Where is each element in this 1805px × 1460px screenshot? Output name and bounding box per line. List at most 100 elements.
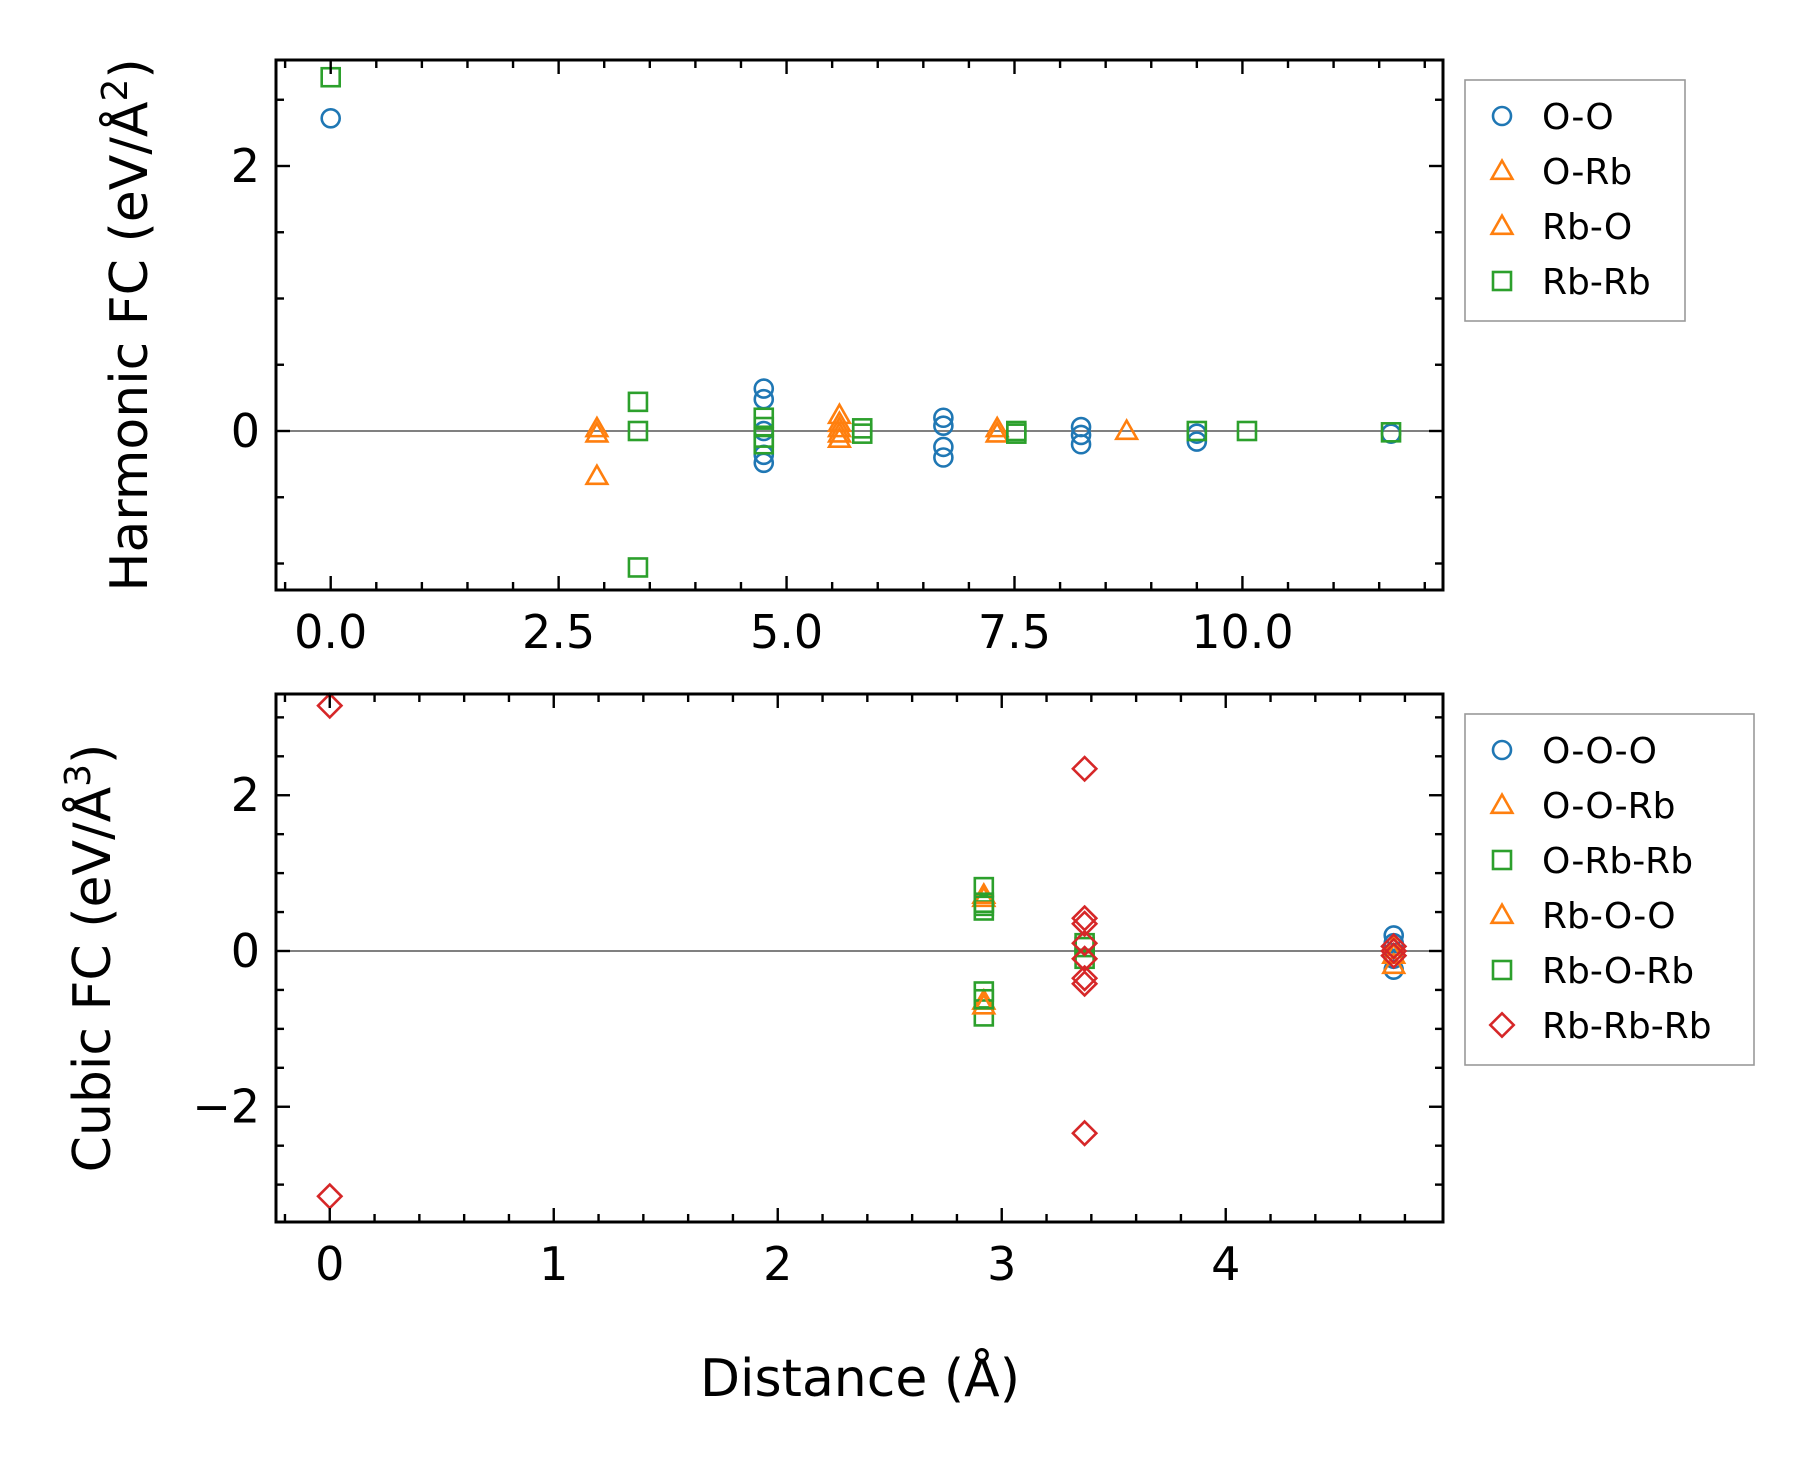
legend-marker bbox=[1491, 849, 1513, 871]
series-o-rb bbox=[584, 402, 1140, 449]
y-tick-label: 0 bbox=[231, 924, 260, 978]
y-tick-label: −2 bbox=[192, 1080, 260, 1134]
data-point bbox=[826, 415, 853, 438]
x-tick-label: 3 bbox=[987, 1237, 1016, 1291]
data-point bbox=[753, 388, 775, 410]
y-tick-label: 2 bbox=[231, 768, 260, 822]
y-axis-title-superscript: 3 bbox=[58, 764, 99, 787]
x-tick-label: 2 bbox=[763, 1237, 792, 1291]
data-point bbox=[973, 988, 995, 1010]
data-point bbox=[1006, 423, 1027, 444]
data-point bbox=[1070, 433, 1092, 455]
data-point bbox=[316, 692, 344, 720]
legend-marker bbox=[1491, 959, 1513, 981]
series-rb-o bbox=[584, 415, 1010, 486]
legend-box bbox=[1464, 713, 1755, 1066]
data-point bbox=[851, 418, 873, 439]
plot-frame bbox=[274, 692, 1445, 1224]
legend-label: O-O-O bbox=[1542, 731, 1657, 772]
x-tick-label: 1 bbox=[539, 1237, 568, 1291]
data-point bbox=[1071, 929, 1099, 957]
legend-marker bbox=[1489, 902, 1515, 925]
data-point bbox=[1071, 970, 1099, 998]
x-tick-label: 0 bbox=[315, 1237, 344, 1291]
data-point bbox=[627, 391, 649, 413]
legend-label: Rb-O-O bbox=[1542, 896, 1676, 937]
legend-marker bbox=[1491, 739, 1513, 761]
data-point bbox=[1236, 420, 1258, 442]
data-point bbox=[1071, 1119, 1099, 1147]
data-point bbox=[984, 415, 1010, 438]
data-point bbox=[1380, 942, 1408, 970]
data-point bbox=[627, 420, 649, 442]
data-point bbox=[753, 378, 775, 399]
y-axis-title-main: Cubic FC (eV/Å bbox=[61, 786, 123, 1172]
data-point bbox=[933, 415, 954, 437]
legend-box bbox=[1464, 79, 1686, 322]
data-point bbox=[584, 415, 610, 438]
data-point bbox=[1071, 755, 1099, 783]
series-rb-rb bbox=[320, 66, 1402, 578]
data-point bbox=[1380, 932, 1408, 960]
legend-marker bbox=[1489, 213, 1515, 236]
data-point bbox=[584, 420, 610, 443]
legend-label: Rb-O bbox=[1542, 207, 1632, 248]
x-tick-label: 2.5 bbox=[522, 605, 595, 659]
y-axis-title: Cubic FC (eV/Å3) bbox=[58, 744, 123, 1173]
data-point bbox=[1380, 422, 1402, 443]
legend: O-O O-Rb Rb-O Rb-Rb bbox=[1464, 79, 1686, 322]
legend-label: Rb-O-Rb bbox=[1542, 951, 1694, 992]
legend-label: O-Rb-Rb bbox=[1542, 841, 1693, 882]
legend-label: O-Rb bbox=[1542, 152, 1632, 193]
y-axis-title-superscript: 2 bbox=[95, 79, 136, 102]
series-o-o bbox=[320, 108, 1402, 474]
data-point bbox=[971, 992, 997, 1015]
plot-frame bbox=[274, 58, 1445, 592]
data-point bbox=[1380, 423, 1402, 444]
series-o-o-rb bbox=[971, 885, 1407, 1010]
x-tick-label: 10.0 bbox=[1191, 605, 1293, 659]
data-point bbox=[753, 433, 775, 455]
legend-marker bbox=[1491, 105, 1513, 127]
data-point bbox=[1186, 420, 1208, 442]
x-axis-title: Distance (Å) bbox=[700, 1347, 1020, 1409]
legend-label: Rb-Rb bbox=[1542, 262, 1651, 303]
data-point bbox=[984, 420, 1010, 443]
legend-marker bbox=[1489, 158, 1515, 181]
series-rb-rb-rb bbox=[316, 692, 1408, 1210]
data-point bbox=[973, 1006, 995, 1027]
x-tick-label: 0.0 bbox=[294, 605, 367, 659]
series-rb-o-o bbox=[971, 881, 1407, 1015]
data-point bbox=[933, 407, 954, 429]
y-axis-title-end: ) bbox=[100, 58, 160, 78]
data-point bbox=[584, 463, 610, 486]
x-tick-label: 4 bbox=[1211, 1237, 1240, 1291]
legend-label: Rb-Rb-Rb bbox=[1542, 1006, 1712, 1047]
data-point bbox=[826, 420, 853, 443]
legend: O-O-O O-O-Rb O-Rb-Rb Rb-O-O Rb-O-Rb Rb-Rb-Rb bbox=[1464, 713, 1755, 1066]
data-point bbox=[933, 436, 954, 458]
data-point bbox=[1071, 964, 1099, 992]
y-tick-label: 2 bbox=[231, 139, 260, 193]
legend-label: O-O-Rb bbox=[1542, 786, 1676, 827]
legend-marker bbox=[1491, 270, 1513, 292]
y-axis-title-main: Harmonic FC (eV/Å bbox=[98, 101, 160, 592]
data-point bbox=[316, 1182, 344, 1210]
x-tick-label: 7.5 bbox=[978, 605, 1051, 659]
legend-marker bbox=[1489, 792, 1515, 815]
legend-marker bbox=[1488, 1011, 1516, 1039]
data-point bbox=[1186, 431, 1208, 452]
y-tick-label: 0 bbox=[231, 404, 260, 458]
data-point bbox=[933, 447, 954, 468]
data-point bbox=[320, 108, 342, 129]
legend-label: O-O bbox=[1542, 97, 1614, 138]
data-point bbox=[1071, 910, 1099, 938]
data-point bbox=[1114, 418, 1140, 441]
data-point bbox=[973, 895, 995, 917]
data-point bbox=[851, 423, 873, 444]
y-axis-title: Harmonic FC (eV/Å2) bbox=[95, 58, 160, 591]
y-axis-title-end: ) bbox=[63, 744, 123, 764]
